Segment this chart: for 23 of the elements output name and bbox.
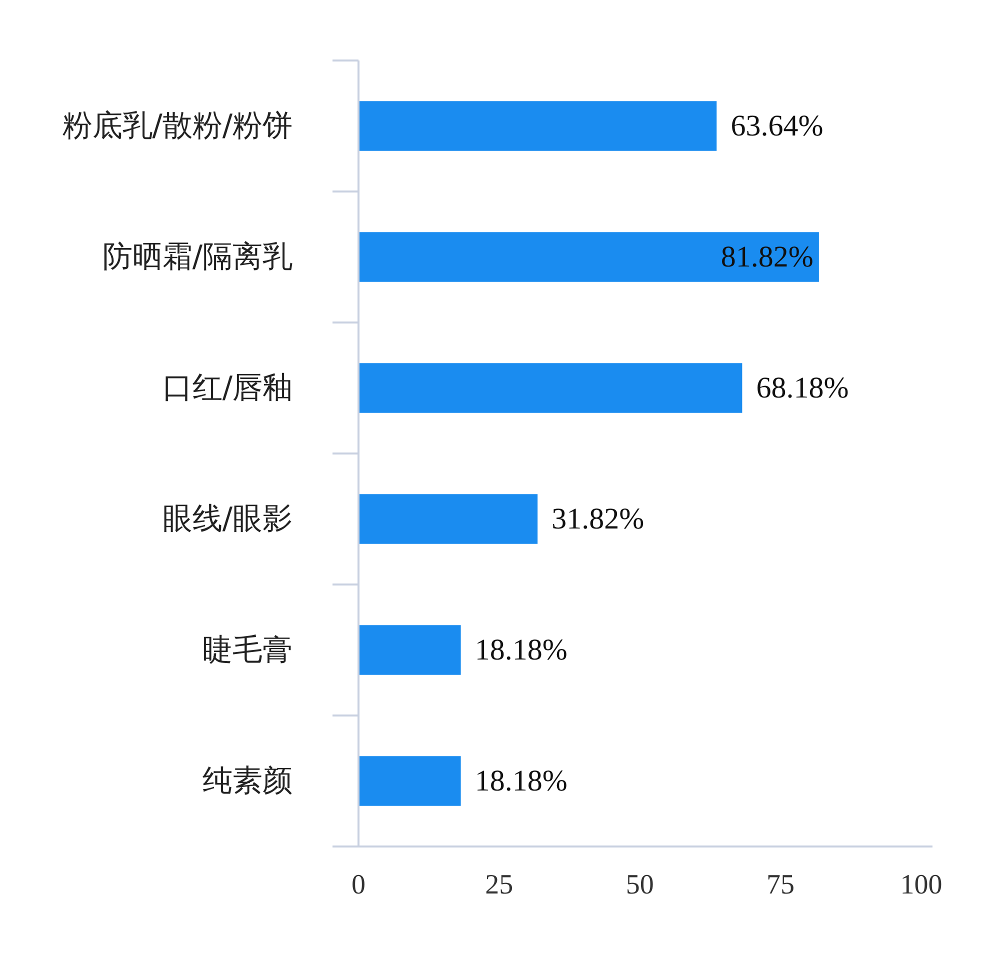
x-tick-label: 75 <box>766 870 795 900</box>
y-tick-label: 眼线/眼影 <box>162 502 292 536</box>
y-tick-label: 防晒霜/隔离乳 <box>102 240 292 274</box>
y-tick-label: 口红/唇釉 <box>162 370 292 406</box>
x-tick-label: 0 <box>352 870 366 900</box>
bar <box>358 232 819 282</box>
data-label: 18.18% <box>474 764 568 798</box>
data-label: 68.18% <box>756 372 849 404</box>
x-tick-label: 25 <box>485 870 514 900</box>
y-tick-label: 纯素颜 <box>202 764 292 798</box>
data-label: 18.18% <box>474 634 568 666</box>
data-label: 63.64% <box>730 110 824 142</box>
y-tick-label: 粉底乳/散粉/粉饼 <box>62 108 293 144</box>
y-tick-label: 睫毛膏 <box>202 632 292 668</box>
data-label: 31.82% <box>552 502 644 536</box>
bar <box>358 756 461 806</box>
bar <box>358 494 538 544</box>
bar <box>358 101 717 151</box>
data-label: 81.82% <box>720 240 814 274</box>
bar <box>358 363 742 413</box>
x-tick-label: 100 <box>900 870 942 900</box>
x-tick-label: 50 <box>626 870 654 900</box>
bar <box>358 625 461 675</box>
